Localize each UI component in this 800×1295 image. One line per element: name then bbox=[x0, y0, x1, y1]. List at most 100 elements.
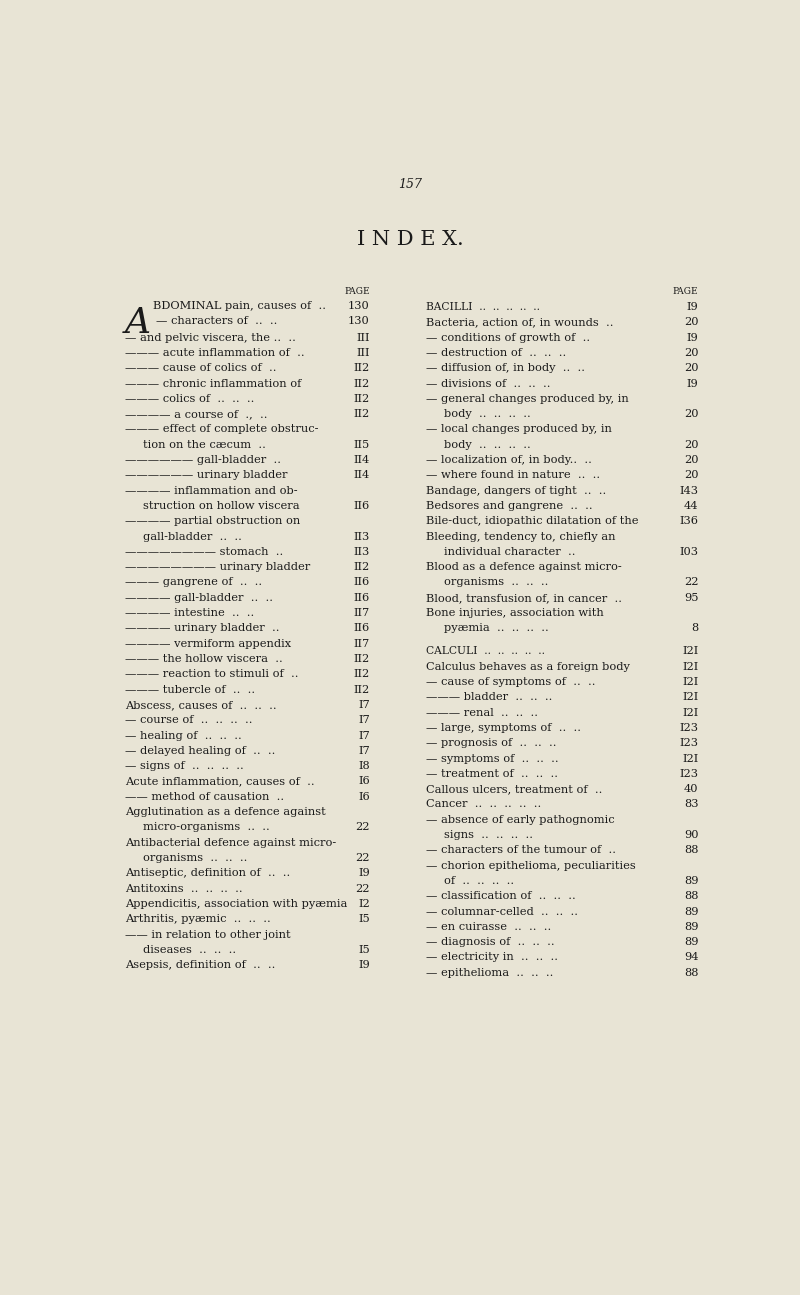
Text: ———— intestine  ..  ..: ———— intestine .. .. bbox=[125, 609, 254, 618]
Text: 20: 20 bbox=[684, 363, 698, 373]
Text: 88: 88 bbox=[684, 891, 698, 901]
Text: 20: 20 bbox=[684, 470, 698, 480]
Text: II2: II2 bbox=[354, 654, 370, 664]
Text: ——— chronic inflammation of: ——— chronic inflammation of bbox=[125, 378, 301, 388]
Text: ———— vermiform appendix: ———— vermiform appendix bbox=[125, 638, 291, 649]
Text: II4: II4 bbox=[354, 455, 370, 465]
Text: PAGE: PAGE bbox=[673, 287, 698, 297]
Text: — delayed healing of  ..  ..: — delayed healing of .. .. bbox=[125, 746, 275, 756]
Text: ——— reaction to stimuli of  ..: ——— reaction to stimuli of .. bbox=[125, 670, 298, 680]
Text: 44: 44 bbox=[684, 501, 698, 512]
Text: II3: II3 bbox=[354, 546, 370, 557]
Text: — general changes produced by, in: — general changes produced by, in bbox=[426, 394, 628, 404]
Text: — diagnosis of  ..  ..  ..: — diagnosis of .. .. .. bbox=[426, 938, 554, 947]
Text: 89: 89 bbox=[684, 922, 698, 932]
Text: — symptoms of  ..  ..  ..: — symptoms of .. .. .. bbox=[426, 754, 558, 764]
Text: Calculus behaves as a foreign body: Calculus behaves as a foreign body bbox=[426, 662, 630, 672]
Text: organisms  ..  ..  ..: organisms .. .. .. bbox=[444, 578, 549, 588]
Text: — and pelvic viscera, the ..  ..: — and pelvic viscera, the .. .. bbox=[125, 333, 296, 343]
Text: 88: 88 bbox=[684, 967, 698, 978]
Text: Abscess, causes of  ..  ..  ..: Abscess, causes of .. .. .. bbox=[125, 699, 277, 710]
Text: PAGE: PAGE bbox=[344, 287, 370, 297]
Text: I23: I23 bbox=[679, 738, 698, 749]
Text: 89: 89 bbox=[684, 875, 698, 886]
Text: II3: II3 bbox=[354, 531, 370, 541]
Text: ——— effect of complete obstruc-: ——— effect of complete obstruc- bbox=[125, 425, 318, 434]
Text: 20: 20 bbox=[684, 409, 698, 420]
Text: —— in relation to other joint: —— in relation to other joint bbox=[125, 930, 290, 940]
Text: II6: II6 bbox=[354, 578, 370, 588]
Text: Bone injuries, association with: Bone injuries, association with bbox=[426, 609, 603, 618]
Text: individual character  ..: individual character .. bbox=[444, 546, 576, 557]
Text: — divisions of  ..  ..  ..: — divisions of .. .. .. bbox=[426, 378, 550, 388]
Text: — course of  ..  ..  ..  ..: — course of .. .. .. .. bbox=[125, 715, 252, 725]
Text: ———————— stomach  ..: ———————— stomach .. bbox=[125, 546, 283, 557]
Text: I36: I36 bbox=[679, 517, 698, 526]
Text: —— method of causation  ..: —— method of causation .. bbox=[125, 791, 284, 802]
Text: I23: I23 bbox=[679, 769, 698, 778]
Text: 8: 8 bbox=[691, 623, 698, 633]
Text: — signs of  ..  ..  ..  ..: — signs of .. .. .. .. bbox=[125, 761, 243, 771]
Text: A: A bbox=[125, 306, 151, 341]
Text: 89: 89 bbox=[684, 906, 698, 917]
Text: — local changes produced by, in: — local changes produced by, in bbox=[426, 425, 611, 434]
Text: Antitoxins  ..  ..  ..  ..: Antitoxins .. .. .. .. bbox=[125, 883, 242, 894]
Text: I7: I7 bbox=[358, 699, 370, 710]
Text: 20: 20 bbox=[684, 317, 698, 328]
Text: — classification of  ..  ..  ..: — classification of .. .. .. bbox=[426, 891, 575, 901]
Text: Arthritis, pyæmic  ..  ..  ..: Arthritis, pyæmic .. .. .. bbox=[125, 914, 270, 925]
Text: I23: I23 bbox=[679, 723, 698, 733]
Text: ——— the hollow viscera  ..: ——— the hollow viscera .. bbox=[125, 654, 282, 664]
Text: — treatment of  ..  ..  ..: — treatment of .. .. .. bbox=[426, 769, 558, 778]
Text: Agglutination as a defence against: Agglutination as a defence against bbox=[125, 807, 326, 817]
Text: Antiseptic, definition of  ..  ..: Antiseptic, definition of .. .. bbox=[125, 869, 290, 878]
Text: II4: II4 bbox=[354, 470, 370, 480]
Text: ——— tubercle of  ..  ..: ——— tubercle of .. .. bbox=[125, 685, 255, 694]
Text: BACILLI  ..  ..  ..  ..  ..: BACILLI .. .. .. .. .. bbox=[426, 302, 539, 312]
Text: 20: 20 bbox=[684, 455, 698, 465]
Text: I03: I03 bbox=[679, 546, 698, 557]
Text: II5: II5 bbox=[354, 440, 370, 449]
Text: I9: I9 bbox=[686, 333, 698, 343]
Text: 130: 130 bbox=[348, 300, 370, 311]
Text: I2I: I2I bbox=[682, 662, 698, 672]
Text: body  ..  ..  ..  ..: body .. .. .. .. bbox=[444, 440, 531, 449]
Text: pyæmia  ..  ..  ..  ..: pyæmia .. .. .. .. bbox=[444, 623, 549, 633]
Text: I6: I6 bbox=[358, 777, 370, 786]
Text: organisms  ..  ..  ..: organisms .. .. .. bbox=[143, 853, 248, 862]
Text: ———— partial obstruction on: ———— partial obstruction on bbox=[125, 517, 300, 526]
Text: II6: II6 bbox=[354, 623, 370, 633]
Text: I2I: I2I bbox=[682, 646, 698, 657]
Text: CALCULI  ..  ..  ..  ..  ..: CALCULI .. .. .. .. .. bbox=[426, 646, 545, 657]
Text: Antibacterial defence against micro-: Antibacterial defence against micro- bbox=[125, 838, 336, 848]
Text: III: III bbox=[356, 348, 370, 357]
Text: — localization of, in body..  ..: — localization of, in body.. .. bbox=[426, 455, 591, 465]
Text: body  ..  ..  ..  ..: body .. .. .. .. bbox=[444, 409, 531, 420]
Text: ——— colics of  ..  ..  ..: ——— colics of .. .. .. bbox=[125, 394, 254, 404]
Text: Bedsores and gangrene  ..  ..: Bedsores and gangrene .. .. bbox=[426, 501, 592, 512]
Text: — conditions of growth of  ..: — conditions of growth of .. bbox=[426, 333, 590, 343]
Text: II6: II6 bbox=[354, 593, 370, 602]
Text: 40: 40 bbox=[684, 785, 698, 794]
Text: I6: I6 bbox=[358, 791, 370, 802]
Text: BDOMINAL pain, causes of  ..: BDOMINAL pain, causes of .. bbox=[154, 300, 326, 311]
Text: 20: 20 bbox=[684, 440, 698, 449]
Text: ——— gangrene of  ..  ..: ——— gangrene of .. .. bbox=[125, 578, 262, 588]
Text: ——— acute inflammation of  ..: ——— acute inflammation of .. bbox=[125, 348, 305, 357]
Text: I2I: I2I bbox=[682, 754, 698, 764]
Text: ——— bladder  ..  ..  ..: ——— bladder .. .. .. bbox=[426, 693, 552, 702]
Text: — absence of early pathognomic: — absence of early pathognomic bbox=[426, 815, 614, 825]
Text: Blood as a defence against micro-: Blood as a defence against micro- bbox=[426, 562, 622, 572]
Text: II7: II7 bbox=[354, 638, 370, 649]
Text: 22: 22 bbox=[684, 578, 698, 588]
Text: Cancer  ..  ..  ..  ..  ..: Cancer .. .. .. .. .. bbox=[426, 799, 541, 809]
Text: II2: II2 bbox=[354, 409, 370, 420]
Text: Bandage, dangers of tight  ..  ..: Bandage, dangers of tight .. .. bbox=[426, 486, 606, 496]
Text: 22: 22 bbox=[355, 822, 370, 833]
Text: ———— gall-bladder  ..  ..: ———— gall-bladder .. .. bbox=[125, 593, 273, 602]
Text: II2: II2 bbox=[354, 562, 370, 572]
Text: ———————— urinary bladder: ———————— urinary bladder bbox=[125, 562, 310, 572]
Text: I9: I9 bbox=[686, 302, 698, 312]
Text: — electricity in  ..  ..  ..: — electricity in .. .. .. bbox=[426, 953, 558, 962]
Text: 95: 95 bbox=[684, 593, 698, 602]
